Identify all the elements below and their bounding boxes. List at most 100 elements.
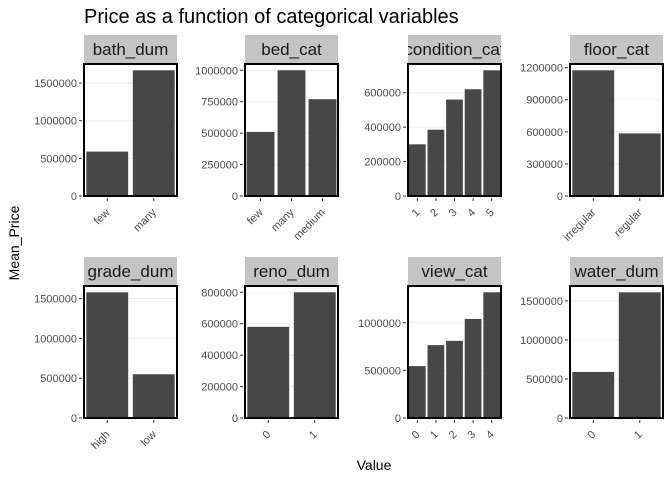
y-tick-label: 0 — [71, 191, 77, 203]
strip-background — [408, 35, 501, 63]
x-tick-label: 2 — [447, 429, 460, 442]
panel-water_dum: water_dum 0 1 0 500000 1000000 1500000 — [520, 257, 664, 442]
y-tick-label: 1500000 — [34, 294, 77, 306]
y-tick-label: 800000 — [201, 287, 238, 299]
y-tick-label: 0 — [557, 413, 563, 425]
x-tick-label: regular — [612, 206, 645, 239]
y-tick-label: 750000 — [201, 97, 238, 109]
x-tick-label: 0 — [586, 429, 599, 442]
panel-border — [83, 63, 178, 197]
strip-label: view_cat — [421, 262, 487, 281]
x-tick-label: 0 — [261, 429, 274, 442]
y-tick-label: 1000000 — [358, 318, 401, 330]
x-tick-label: many — [131, 206, 159, 234]
panel-condition_cat: condition_cat 1 2 3 4 5 0 200000 400000 600000 — [364, 35, 504, 220]
x-axis-title: Value — [357, 457, 392, 473]
y-tick-label: 500000 — [526, 374, 563, 386]
x-tick-label: high — [89, 429, 112, 452]
strip-label: condition_cat — [404, 40, 504, 59]
panel-border — [407, 63, 502, 197]
bar — [308, 99, 337, 196]
x-tick-label: few — [245, 207, 266, 228]
y-axis-title: Mean_Price — [6, 205, 22, 280]
strip-background — [408, 257, 501, 285]
strip-background — [84, 257, 177, 285]
x-tick-label: 1 — [632, 429, 645, 442]
bar — [572, 70, 615, 196]
bar — [427, 345, 445, 418]
x-tick-label: medium — [291, 207, 327, 243]
panel-border — [569, 63, 664, 197]
x-tick-label: 2 — [428, 207, 441, 220]
y-tick-label: 500000 — [40, 373, 77, 385]
panel-border — [244, 285, 339, 419]
x-tick-label: 3 — [447, 207, 460, 220]
bar — [427, 129, 445, 196]
x-tick-label: low — [139, 429, 159, 449]
x-tick-label: 0 — [410, 429, 423, 442]
bar — [132, 70, 175, 196]
y-tick-label: 0 — [71, 413, 77, 425]
strip-background — [570, 35, 663, 63]
bar — [446, 99, 463, 196]
panel-floor_cat: floor_cat irregular regular 0 300000 600000 90… — [520, 35, 664, 244]
panel-border — [83, 285, 178, 419]
y-tick-label: 1000000 — [34, 116, 77, 128]
bar — [483, 70, 501, 196]
x-tick-label: 4 — [465, 207, 478, 220]
y-tick-label: 300000 — [526, 159, 563, 171]
bar — [483, 292, 501, 418]
x-tick-label: 1 — [410, 207, 423, 220]
bar — [247, 326, 290, 418]
x-tick-label: irregular — [561, 206, 598, 243]
strip-background — [570, 257, 663, 285]
y-tick-label: 200000 — [364, 157, 401, 169]
y-tick-label: 0 — [395, 191, 401, 203]
bar — [86, 292, 129, 418]
y-tick-label: 500000 — [364, 365, 401, 377]
strip-label: bed_cat — [261, 40, 322, 59]
bar — [464, 89, 482, 196]
panel-border — [244, 63, 339, 197]
y-tick-label: 1000000 — [195, 65, 238, 77]
strip-label: grade_dum — [87, 262, 173, 281]
y-tick-label: 400000 — [364, 122, 401, 134]
bar — [277, 70, 306, 196]
bar — [618, 292, 661, 418]
chart-title: Price as a function of categorical varia… — [84, 6, 459, 28]
y-tick-label: 0 — [232, 191, 238, 203]
strip-background — [245, 35, 338, 63]
panel-border — [569, 285, 664, 419]
bar — [446, 340, 463, 418]
y-tick-label: 250000 — [201, 160, 238, 172]
y-tick-label: 1500000 — [34, 78, 77, 90]
x-tick-label: 1 — [307, 429, 320, 442]
y-tick-label: 0 — [232, 413, 238, 425]
x-tick-label: 1 — [428, 429, 441, 442]
bar — [246, 131, 275, 196]
bar — [572, 371, 615, 418]
strip-label: bath_dum — [93, 40, 169, 59]
strip-label: reno_dum — [253, 262, 330, 281]
y-tick-label: 200000 — [201, 382, 238, 394]
bar — [618, 133, 661, 196]
y-tick-label: 900000 — [526, 95, 563, 107]
bar — [293, 292, 336, 418]
y-tick-label: 600000 — [364, 88, 401, 100]
y-tick-label: 1000000 — [520, 335, 563, 347]
x-tick-label: 3 — [465, 429, 478, 442]
y-tick-label: 0 — [395, 413, 401, 425]
strip-label: floor_cat — [584, 40, 649, 59]
bar — [408, 366, 426, 418]
y-tick-label: 1000000 — [34, 333, 77, 345]
y-tick-label: 600000 — [201, 319, 238, 331]
y-tick-label: 0 — [557, 191, 563, 203]
y-tick-label: 400000 — [201, 350, 238, 362]
panel-border — [407, 285, 502, 419]
bar — [464, 318, 482, 418]
